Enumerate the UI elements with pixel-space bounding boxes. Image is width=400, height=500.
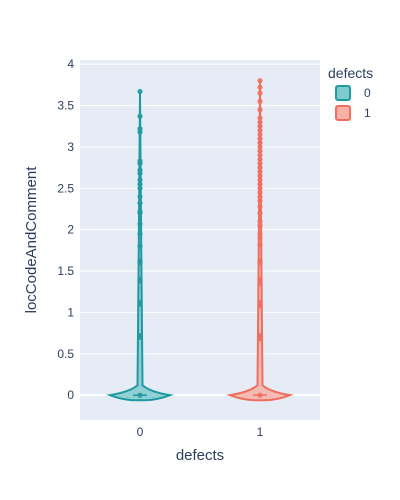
- data-point: [257, 203, 263, 210]
- violin-0: [106, 88, 174, 402]
- data-point: [137, 181, 143, 187]
- data-point: [257, 193, 263, 200]
- data-point: [257, 164, 263, 171]
- data-point: [137, 158, 143, 164]
- data-point: [257, 152, 263, 158]
- legend-title: defects: [328, 65, 373, 81]
- data-point: [137, 276, 143, 282]
- data-point: [137, 193, 143, 200]
- data-point: [137, 221, 143, 227]
- x-tick-label: 0: [137, 425, 144, 439]
- data-point: [257, 140, 263, 146]
- legend-swatch: [335, 85, 351, 101]
- data-point: [137, 167, 143, 173]
- data-point: [137, 200, 143, 206]
- y-tick-label: 0: [67, 388, 74, 402]
- data-point: [257, 177, 263, 183]
- data-point: [257, 299, 263, 306]
- data-point: [257, 123, 263, 129]
- data-point: [137, 126, 143, 132]
- data-point: [257, 169, 263, 175]
- data-point: [257, 144, 263, 150]
- data-point: [257, 160, 263, 167]
- data-point: [257, 392, 263, 398]
- data-point: [137, 258, 143, 264]
- data-point: [137, 392, 143, 398]
- data-point: [257, 136, 263, 142]
- data-point: [257, 276, 263, 282]
- legend-item-1: 1: [335, 105, 371, 121]
- data-point: [257, 332, 263, 339]
- data-point: [257, 218, 263, 224]
- data-point: [257, 185, 263, 191]
- data-point: [257, 115, 263, 121]
- data-point: [257, 181, 263, 187]
- y-tick-label: 0.5: [57, 347, 74, 361]
- y-tick-label: 2: [67, 223, 74, 237]
- data-point: [137, 88, 143, 95]
- data-point: [257, 173, 263, 179]
- data-point: [257, 119, 263, 125]
- data-point: [257, 148, 263, 154]
- y-tick-labels: 0 0.5 1 1.5 2 2.5 3 3.5 4: [57, 57, 74, 402]
- data-point: [257, 131, 263, 138]
- data-point: [257, 210, 263, 216]
- y-axis-label: locCodeAndComment: [23, 166, 40, 314]
- data-point: [137, 299, 143, 306]
- data-point: [257, 222, 263, 229]
- x-tick-label: 1: [257, 425, 264, 439]
- data-point: [257, 198, 263, 204]
- legend-label: 1: [364, 106, 371, 120]
- data-point: [257, 231, 263, 237]
- data-point: [257, 189, 263, 196]
- legend-label: 0: [364, 86, 371, 100]
- y-tick-label: 2.5: [57, 181, 74, 195]
- data-point: [257, 235, 263, 241]
- data-point: [257, 78, 263, 84]
- y-tick-label: 1: [67, 305, 74, 319]
- legend-swatch: [335, 105, 351, 121]
- data-point: [137, 243, 143, 249]
- data-point: [257, 258, 263, 264]
- y-tick-label: 3: [67, 140, 74, 154]
- y-tick-label: 3.5: [57, 99, 74, 113]
- data-point: [137, 332, 143, 339]
- data-point: [137, 113, 143, 119]
- data-point: [257, 156, 263, 162]
- legend: defects 0 1: [328, 65, 373, 121]
- legend-item-0: 0: [335, 85, 371, 101]
- y-tick-label: 4: [67, 57, 74, 71]
- y-tick-label: 1.5: [57, 264, 74, 278]
- data-point: [137, 231, 143, 237]
- data-point: [137, 208, 143, 215]
- x-axis-label: defects: [176, 447, 224, 464]
- data-point: [257, 84, 263, 90]
- data-point: [257, 127, 263, 133]
- violins: [106, 78, 294, 402]
- data-point: [257, 107, 263, 113]
- plot-background: [80, 60, 320, 420]
- data-point: [257, 241, 263, 248]
- violin-1: [226, 78, 294, 402]
- data-point: [137, 185, 143, 191]
- data-point: [257, 90, 263, 96]
- data-point: [257, 98, 263, 104]
- data-point: [137, 177, 143, 183]
